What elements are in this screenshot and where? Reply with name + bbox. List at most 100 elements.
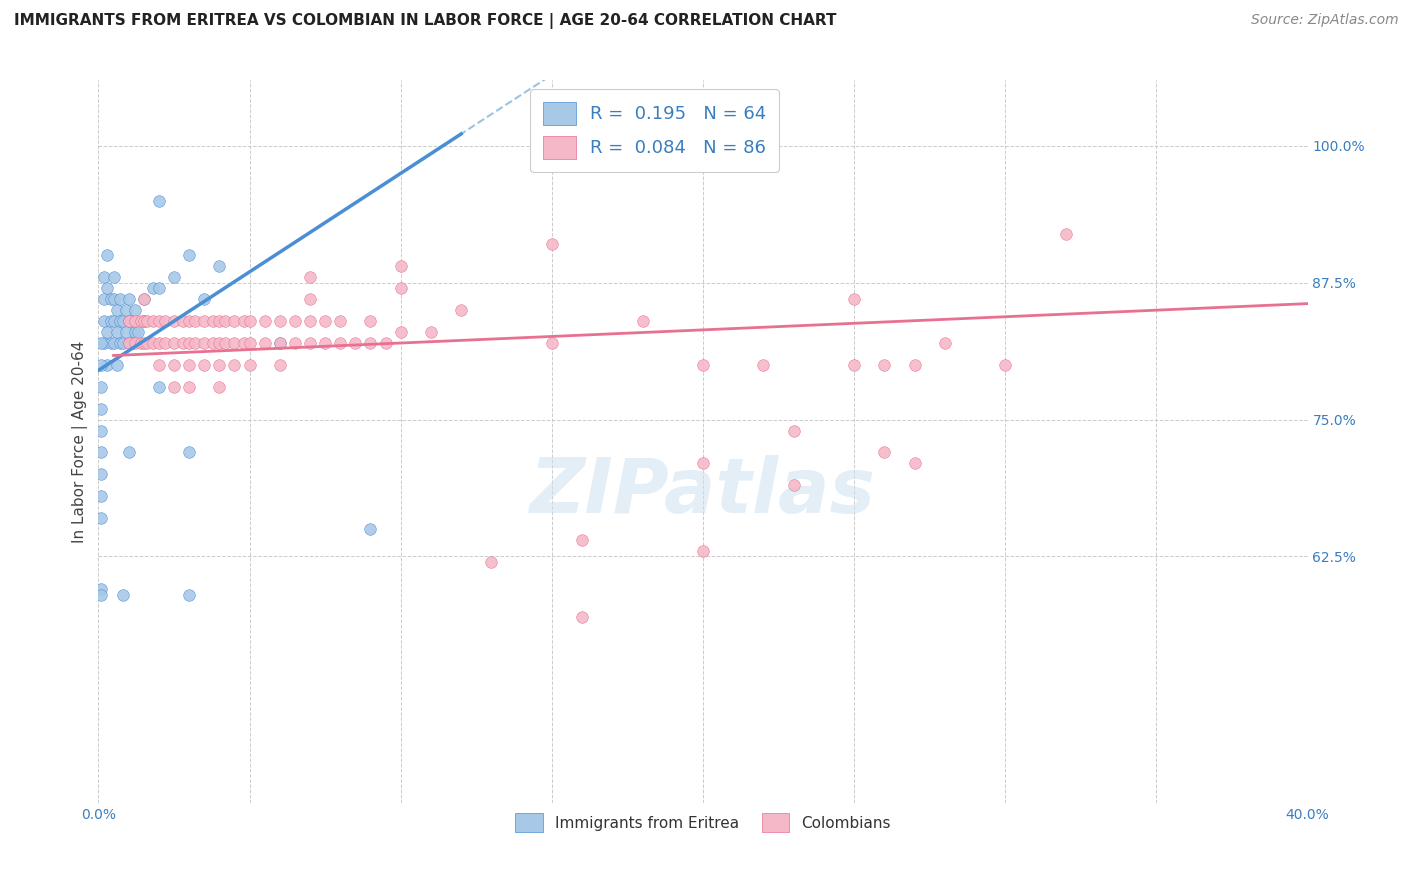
Point (692, 358, 714, 372)
Point (179, 588, 201, 602)
Point (873, 445, 896, 459)
Point (100, 292, 122, 306)
Point (172, 314, 194, 328)
Point (994, 358, 1017, 372)
Point (389, 281, 412, 295)
Point (299, 336, 322, 351)
Point (360, 522, 382, 536)
Text: IMMIGRANTS FROM ERITREA VS COLOMBIAN IN LABOR FORCE | AGE 20-64 CORRELATION CHAR: IMMIGRANTS FROM ERITREA VS COLOMBIAN IN … (14, 13, 837, 29)
Point (142, 336, 165, 351)
Point (299, 270, 322, 285)
Point (232, 314, 254, 328)
Point (100, 314, 122, 328)
Y-axis label: In Labor Force | Age 20-64: In Labor Force | Age 20-64 (72, 341, 89, 542)
Point (135, 314, 157, 328)
Point (314, 336, 336, 351)
Point (284, 336, 307, 351)
Point (389, 260, 412, 274)
Point (239, 314, 262, 328)
Point (111, 314, 134, 328)
Point (124, 325, 146, 339)
Point (450, 303, 472, 318)
Point (329, 336, 352, 351)
Point (142, 281, 165, 295)
Point (631, 314, 654, 328)
Point (360, 336, 382, 351)
Point (93, 336, 115, 351)
Point (224, 314, 246, 328)
Point (118, 336, 141, 351)
Point (269, 314, 291, 328)
Point (179, 380, 201, 394)
Point (873, 358, 896, 372)
Point (224, 358, 246, 372)
Point (90, 445, 112, 459)
Point (269, 358, 291, 372)
Point (481, 555, 503, 569)
Point (253, 336, 276, 351)
Point (118, 314, 141, 328)
Point (540, 336, 562, 351)
Point (208, 380, 231, 394)
Point (692, 544, 714, 558)
Legend: Immigrants from Eritrea, Colombians: Immigrants from Eritrea, Colombians (509, 806, 897, 838)
Point (193, 336, 215, 351)
Point (314, 314, 336, 328)
Point (163, 380, 186, 394)
Point (193, 292, 215, 306)
Point (105, 325, 128, 339)
Point (90, 489, 112, 503)
Point (132, 292, 155, 306)
Point (752, 358, 775, 372)
Point (132, 292, 155, 306)
Point (904, 806, 927, 821)
Point (124, 303, 146, 318)
Point (103, 292, 125, 306)
Point (90, 358, 112, 372)
Point (148, 314, 170, 328)
Point (121, 336, 143, 351)
Point (129, 336, 152, 351)
Point (118, 336, 141, 351)
Point (163, 336, 186, 351)
Point (108, 336, 131, 351)
Point (124, 336, 146, 351)
Point (118, 445, 141, 459)
Point (179, 314, 201, 328)
Point (172, 336, 194, 351)
Point (163, 270, 186, 285)
Point (96, 248, 118, 262)
Point (1054, 227, 1077, 241)
Point (163, 358, 186, 372)
Point (100, 336, 122, 351)
Point (93, 292, 115, 306)
Point (148, 194, 170, 208)
Point (232, 336, 254, 351)
Point (299, 292, 322, 306)
Point (132, 314, 155, 328)
Point (153, 336, 176, 351)
Point (96, 325, 118, 339)
Point (269, 336, 291, 351)
Point (103, 270, 125, 285)
Point (105, 358, 128, 372)
Point (103, 314, 125, 328)
Point (118, 292, 141, 306)
Point (118, 314, 141, 328)
Point (163, 314, 186, 328)
Point (132, 336, 155, 351)
Point (148, 281, 170, 295)
Point (135, 336, 157, 351)
Point (111, 336, 134, 351)
Point (389, 325, 412, 339)
Point (90, 424, 112, 438)
Point (93, 270, 115, 285)
Point (329, 314, 352, 328)
Point (127, 325, 149, 339)
Point (184, 336, 207, 351)
Point (253, 314, 276, 328)
Point (114, 303, 136, 318)
Point (153, 314, 176, 328)
Point (90, 380, 112, 394)
Point (299, 314, 322, 328)
